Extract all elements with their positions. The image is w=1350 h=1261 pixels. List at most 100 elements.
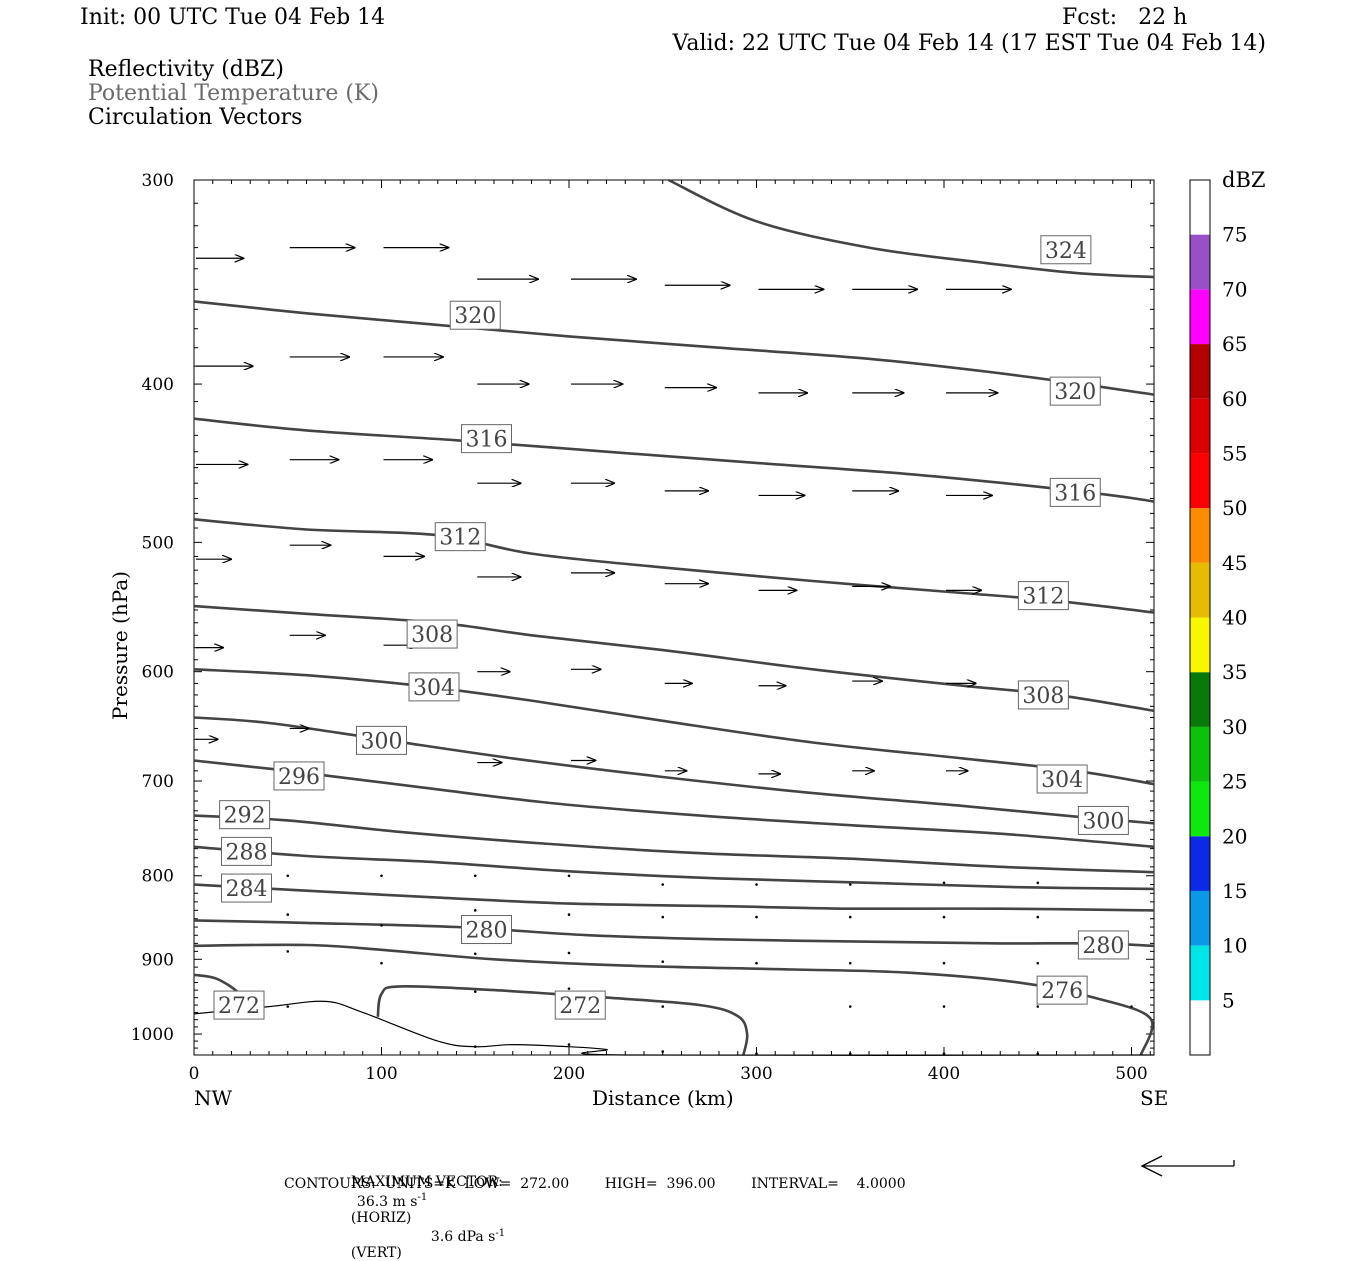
contour-label: 300 — [1082, 809, 1124, 834]
vector-dot — [755, 1052, 758, 1055]
x-endpoint-right: SE — [1140, 1086, 1169, 1110]
contour-label: 284 — [226, 877, 268, 902]
contour-label: 312 — [439, 526, 481, 551]
contour-label: 324 — [1045, 239, 1087, 264]
vector-dot — [942, 915, 946, 919]
colorbar-tick-label: 10 — [1222, 934, 1247, 958]
colorbar-tick-label: 5 — [1222, 988, 1235, 1012]
vector-dot — [755, 883, 758, 886]
contour-label-box — [1040, 235, 1092, 265]
vector-dot — [1036, 881, 1040, 885]
colorbar-tick-label: 55 — [1222, 441, 1247, 465]
contour-label: 320 — [1054, 380, 1096, 405]
contour-label-box — [1077, 805, 1129, 835]
contour-label-box — [461, 424, 512, 454]
colorbar-swatch — [1190, 398, 1210, 454]
vector-dot — [473, 990, 477, 993]
contour-label: 308 — [411, 623, 453, 648]
contour-label: 280 — [1082, 934, 1124, 959]
theta-contour-292 — [193, 814, 1155, 874]
colorbar-outline — [1189, 179, 1211, 1056]
contour-label-box — [356, 725, 407, 755]
contour-label: 308 — [1022, 684, 1064, 709]
y-tick-label: 1000 — [131, 1025, 174, 1045]
vector-dot — [567, 874, 571, 878]
theta-contour-280 — [193, 919, 1155, 948]
vector-dot — [942, 881, 946, 885]
y-tick-label: 900 — [142, 950, 174, 970]
vector-dot — [1036, 1052, 1040, 1055]
vector-dot — [942, 1052, 946, 1055]
colorbar-swatch — [1190, 945, 1210, 1001]
forecast-hour: Fcst: 22 h — [1062, 5, 1188, 30]
contour-label-box — [1036, 975, 1088, 1005]
x-tick-label: 300 — [740, 1064, 772, 1084]
colorbar-swatch — [1190, 781, 1210, 837]
vector-dot — [380, 874, 383, 878]
colorbar-swatch — [1190, 890, 1210, 946]
y-tick-label: 300 — [142, 171, 174, 191]
colorbar-tick-label: 35 — [1222, 660, 1247, 684]
vector-dot — [567, 913, 571, 916]
field-reflectivity: Reflectivity (dBZ) — [88, 57, 284, 82]
contour-label: 280 — [466, 919, 508, 944]
max-vector-vert: 3.6 dPa s — [430, 1229, 496, 1246]
colorbar-tick-label: 20 — [1222, 824, 1247, 848]
colorbar-swatch — [1190, 672, 1210, 727]
colorbar-tick-label: 60 — [1222, 387, 1247, 411]
contour-label-box — [1017, 680, 1069, 710]
vector-dot — [473, 909, 477, 912]
colorbar-swatch — [1190, 617, 1210, 673]
y-tick-label: 700 — [142, 772, 174, 792]
vector-dot — [380, 961, 383, 965]
x-endpoint-left: NW — [194, 1086, 233, 1110]
max-vector-horiz: 36.3 m s — [356, 1193, 418, 1210]
theta-contour-320 — [193, 300, 1155, 396]
contour-label-box — [1036, 764, 1088, 794]
vector-dot — [380, 924, 383, 927]
colorbar-tick-label: 50 — [1222, 496, 1247, 520]
contour-info: CONTOURS: UNITS=K LOW= 272.00 HIGH= 396.… — [284, 1176, 906, 1192]
vector-dot — [942, 1005, 946, 1008]
colorbar-tick-label: 45 — [1222, 551, 1247, 575]
reference-vector-head — [1140, 1155, 1163, 1177]
vector-dot — [1036, 1005, 1040, 1008]
contour-label-box — [554, 990, 606, 1020]
max-vector-line: MAXIMUM VECTOR: 36.3 m s-1 (HORIZ) 3.6 d… — [342, 1158, 505, 1261]
contour-label: 316 — [466, 428, 508, 453]
contour-label: 316 — [1054, 481, 1096, 506]
vector-dot — [755, 961, 758, 965]
vector-dot — [848, 1052, 852, 1055]
field-circulation-vectors: Circulation Vectors — [88, 105, 303, 130]
y-tick-label: 600 — [142, 663, 174, 683]
x-axis-label: Distance (km) — [592, 1086, 734, 1110]
colorbar-swatch — [1190, 344, 1210, 399]
colorbar-tick-label: 65 — [1222, 332, 1247, 356]
vector-dot — [661, 915, 665, 919]
contour-label: 292 — [224, 804, 266, 829]
contour-label: 304 — [1041, 768, 1083, 793]
colorbar-swatch — [1190, 508, 1210, 563]
field-potential-temperature: Potential Temperature (K) — [88, 81, 379, 106]
theta-contour-324 — [667, 178, 1155, 279]
vector-dot — [286, 1005, 290, 1008]
contour-label-box — [408, 672, 460, 702]
contour-label-box — [213, 990, 265, 1020]
contour-label-box — [1049, 376, 1101, 406]
contour-label-box — [449, 300, 501, 330]
contour-label: 288 — [226, 840, 268, 865]
contour-label-box — [221, 836, 272, 866]
x-tick-label: 100 — [365, 1064, 397, 1084]
contour-label-box — [434, 522, 486, 552]
colorbar-swatch — [1190, 836, 1210, 891]
max-vector-label: MAXIMUM VECTOR: — [350, 1174, 503, 1190]
vector-dot — [848, 883, 852, 886]
contour-label-box — [221, 873, 272, 903]
max-vector-horiz-unit: -1 — [417, 1192, 428, 1203]
colorbar-tick-label: 40 — [1222, 606, 1247, 630]
colorbar-swatch — [1190, 453, 1210, 509]
contour-label: 300 — [361, 729, 403, 754]
x-tick-label: 500 — [1115, 1064, 1147, 1084]
colorbar-swatch — [1190, 726, 1210, 782]
terrain-surface-line — [193, 1000, 1155, 1056]
